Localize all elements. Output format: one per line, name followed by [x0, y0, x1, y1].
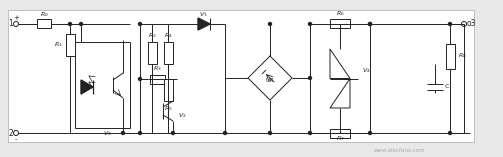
Circle shape [269, 22, 272, 25]
Circle shape [369, 132, 372, 135]
Text: $R_7$: $R_7$ [336, 135, 345, 143]
Bar [164, 79, 173, 101]
Circle shape [138, 22, 141, 25]
Circle shape [223, 132, 226, 135]
Circle shape [449, 132, 452, 135]
Circle shape [138, 78, 141, 81]
Text: $V_3$: $V_3$ [103, 130, 111, 138]
Circle shape [369, 22, 372, 25]
Circle shape [68, 22, 71, 25]
Text: $R_2$: $R_2$ [148, 32, 156, 41]
Circle shape [172, 132, 175, 135]
Circle shape [308, 22, 311, 25]
Text: C: C [445, 84, 449, 89]
Text: $R_6$: $R_6$ [336, 10, 345, 19]
Bar [446, 44, 455, 69]
Text: $V_1$: $V_1$ [199, 11, 207, 19]
Bar [148, 42, 157, 64]
Text: www.elecfans.com: www.elecfans.com [374, 147, 426, 152]
Bar [330, 19, 350, 28]
Text: UR: UR [266, 78, 274, 84]
Text: $V_2$: $V_2$ [178, 112, 187, 120]
Circle shape [122, 132, 125, 135]
Text: o3: o3 [467, 19, 476, 29]
Bar [150, 75, 165, 84]
Circle shape [369, 22, 372, 25]
Text: 1: 1 [8, 19, 13, 29]
Circle shape [308, 76, 311, 79]
Polygon shape [198, 18, 210, 30]
Bar [164, 42, 173, 64]
Polygon shape [330, 78, 350, 108]
Text: $R_4$: $R_4$ [163, 32, 173, 41]
Circle shape [79, 22, 82, 25]
Circle shape [449, 22, 452, 25]
Text: $R_8$: $R_8$ [458, 51, 467, 60]
Bar [8, 10, 474, 142]
Polygon shape [81, 80, 93, 94]
Text: $R_5$: $R_5$ [163, 105, 173, 114]
Bar [75, 42, 130, 128]
Text: +: + [13, 15, 19, 21]
Polygon shape [330, 49, 350, 78]
Circle shape [138, 132, 141, 135]
Bar [66, 34, 75, 56]
Bar [37, 19, 51, 28]
Text: 2: 2 [8, 128, 13, 138]
Text: $R_1$: $R_1$ [54, 41, 63, 49]
Text: -: - [15, 136, 17, 142]
Circle shape [308, 132, 311, 135]
Text: $V_4$: $V_4$ [362, 66, 371, 75]
Text: $R_3$: $R_3$ [152, 65, 161, 73]
Circle shape [269, 132, 272, 135]
Text: $R_0$: $R_0$ [40, 11, 48, 19]
Bar [330, 129, 350, 138]
